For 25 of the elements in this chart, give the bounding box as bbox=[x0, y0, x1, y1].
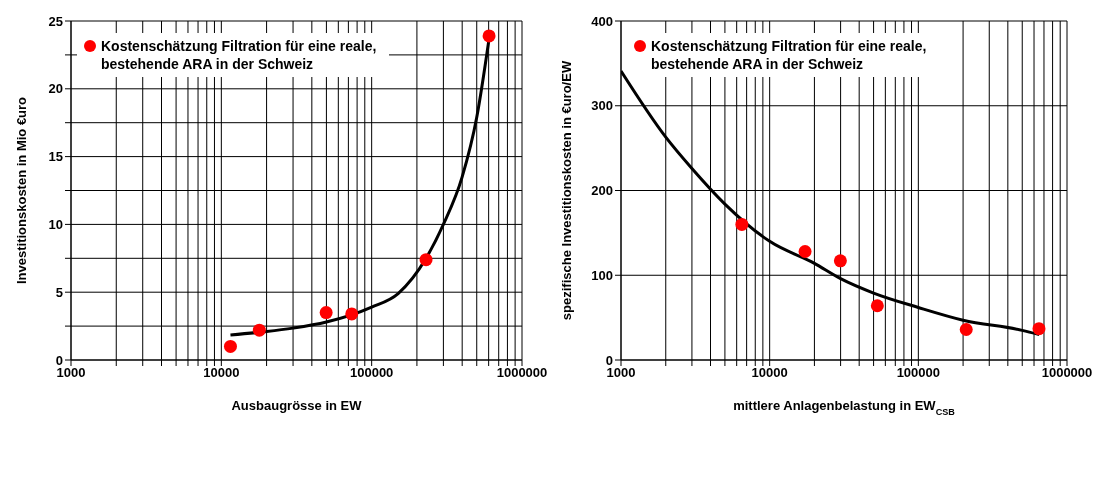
x-tick-label: 10000 bbox=[203, 365, 240, 381]
x-axis-title: Ausbaugrösse in EW bbox=[231, 398, 363, 413]
y-tick-label: 0 bbox=[605, 352, 613, 368]
x-tick-label: 10000 bbox=[751, 365, 788, 381]
y-tick-label: 5 bbox=[55, 284, 63, 300]
y-tick-label: 400 bbox=[591, 13, 613, 29]
x-axis-title: mittlere Anlagenbelastung in EW$_{CSB}$ bbox=[733, 398, 956, 417]
y-tick-label: 300 bbox=[591, 98, 613, 114]
y-tick-label: 0 bbox=[55, 352, 63, 368]
x-tick-label: 100000 bbox=[896, 365, 941, 381]
x-tick-label: 1000000 bbox=[496, 365, 548, 381]
x-tick-label: 1000000 bbox=[1041, 365, 1093, 381]
y-axis-title: Investitionskosten in Mio €uro bbox=[14, 96, 29, 285]
x-tick-label: 100000 bbox=[349, 365, 394, 381]
y-tick-label: 10 bbox=[48, 217, 63, 233]
legend-label: Kostenschätzung Filtration für eine reale, bestehende ARA in der Schweiz bbox=[651, 37, 928, 73]
y-tick-label: 25 bbox=[48, 13, 63, 29]
x-tick-label: 1000 bbox=[56, 365, 86, 381]
y-tick-label: 100 bbox=[591, 267, 613, 283]
y-axis-title: spezifische Investitionskosten in €uro/EW bbox=[559, 60, 574, 321]
legend-label: Kostenschätzung Filtration für eine reale, bestehende ARA in der Schweiz bbox=[101, 37, 378, 73]
y-tick-label: 15 bbox=[48, 149, 63, 165]
x-tick-label: 1000 bbox=[606, 365, 636, 381]
y-tick-label: 20 bbox=[48, 81, 63, 97]
y-tick-label: 200 bbox=[591, 183, 613, 199]
